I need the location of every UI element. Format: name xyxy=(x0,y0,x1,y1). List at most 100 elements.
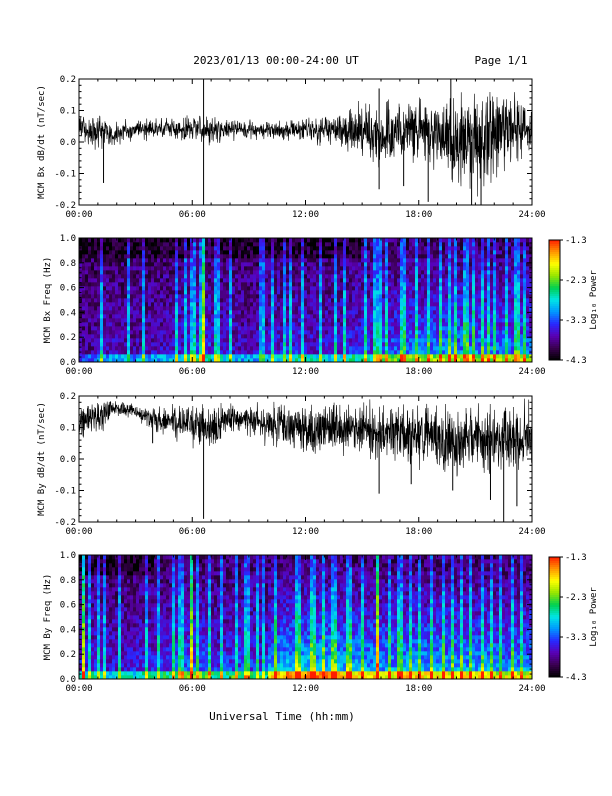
heatmap-cell xyxy=(196,354,199,358)
heatmap-cell xyxy=(319,322,322,326)
heatmap-cell xyxy=(172,318,175,322)
heatmap-cell xyxy=(358,286,361,290)
heatmap-cell xyxy=(379,326,382,330)
heatmap-cell xyxy=(298,354,301,358)
heatmap-cell xyxy=(502,278,505,282)
heatmap-cell xyxy=(226,314,229,318)
heatmap-cell xyxy=(214,318,217,322)
heatmap-cell xyxy=(238,342,241,346)
heatmap-cell xyxy=(439,254,442,258)
heatmap-cell xyxy=(136,242,139,246)
heatmap-cell xyxy=(256,326,259,330)
heatmap-cell xyxy=(457,294,460,298)
heatmap-cell xyxy=(169,254,172,258)
heatmap-cell xyxy=(205,246,208,250)
heatmap-cell xyxy=(268,330,271,334)
heatmap-cell xyxy=(343,254,346,258)
heatmap-cell xyxy=(136,254,139,258)
heatmap-cell xyxy=(106,266,109,270)
heatmap-cell xyxy=(511,350,514,354)
heatmap-cell xyxy=(511,306,514,310)
heatmap-cell xyxy=(457,322,460,326)
heatmap-cell xyxy=(142,330,145,334)
heatmap-cell xyxy=(313,238,316,242)
heatmap-cell xyxy=(328,286,331,290)
heatmap-cell xyxy=(226,250,229,254)
heatmap-cell xyxy=(451,338,454,342)
heatmap-cell xyxy=(97,254,100,258)
heatmap-cell xyxy=(361,342,364,346)
heatmap-cell xyxy=(427,242,430,246)
heatmap-cell xyxy=(463,322,466,326)
heatmap-cell xyxy=(343,250,346,254)
heatmap-cell xyxy=(412,298,415,302)
heatmap-cell xyxy=(229,258,232,262)
heatmap-cell xyxy=(283,266,286,270)
heatmap-cell xyxy=(496,270,499,274)
heatmap-cell xyxy=(445,322,448,326)
heatmap-cell xyxy=(295,270,298,274)
heatmap-cell xyxy=(148,290,151,294)
heatmap-cell xyxy=(451,306,454,310)
heatmap-cell xyxy=(121,254,124,258)
heatmap-cell xyxy=(232,334,235,338)
heatmap-cell xyxy=(316,238,319,242)
heatmap-cell xyxy=(220,346,223,350)
heatmap-cell xyxy=(313,270,316,274)
heatmap-cell xyxy=(298,282,301,286)
heatmap-cell xyxy=(361,306,364,310)
heatmap-cell xyxy=(157,254,160,258)
heatmap-cell xyxy=(436,326,439,330)
heatmap-cell xyxy=(400,338,403,342)
heatmap-cell xyxy=(403,350,406,354)
heatmap-cell xyxy=(343,306,346,310)
heatmap-cell xyxy=(85,278,88,282)
heatmap-cell xyxy=(103,274,106,278)
heatmap-cell xyxy=(370,302,373,306)
heatmap-cell xyxy=(247,302,250,306)
heatmap-cell xyxy=(256,246,259,250)
heatmap-cell xyxy=(463,330,466,334)
heatmap-cell xyxy=(133,334,136,338)
heatmap-cell xyxy=(490,318,493,322)
heatmap-cell xyxy=(247,258,250,262)
heatmap-cell xyxy=(217,294,220,298)
heatmap-cell xyxy=(178,278,181,282)
heatmap-cell xyxy=(262,266,265,270)
heatmap-cell xyxy=(88,306,91,310)
heatmap-cell xyxy=(265,250,268,254)
heatmap-cell xyxy=(469,274,472,278)
heatmap-cell xyxy=(127,294,130,298)
heatmap-cell xyxy=(178,310,181,314)
heatmap-cell xyxy=(298,294,301,298)
heatmap-cell xyxy=(310,274,313,278)
heatmap-cell xyxy=(466,250,469,254)
heatmap-cell xyxy=(499,314,502,318)
heatmap-cell xyxy=(190,342,193,346)
heatmap-cell xyxy=(526,274,529,278)
heatmap-cell xyxy=(370,290,373,294)
heatmap-cell xyxy=(499,290,502,294)
heatmap-cell xyxy=(151,342,154,346)
heatmap-cell xyxy=(112,238,115,242)
heatmap-cell xyxy=(478,346,481,350)
heatmap-cell xyxy=(367,278,370,282)
heatmap-cell xyxy=(151,286,154,290)
heatmap-cell xyxy=(370,330,373,334)
heatmap-cell xyxy=(523,346,526,350)
heatmap-cell xyxy=(292,258,295,262)
heatmap-cell xyxy=(406,270,409,274)
heatmap-cell xyxy=(190,242,193,246)
heatmap-cell xyxy=(187,274,190,278)
heatmap-cell xyxy=(307,266,310,270)
heatmap-cell xyxy=(505,302,508,306)
heatmap-cell xyxy=(409,330,412,334)
heatmap-cell xyxy=(514,286,517,290)
heatmap-cell xyxy=(277,246,280,250)
heatmap-cell xyxy=(115,290,118,294)
heatmap-cell xyxy=(403,258,406,262)
heatmap-cell xyxy=(151,270,154,274)
heatmap-cell xyxy=(508,294,511,298)
heatmap-cell xyxy=(181,278,184,282)
heatmap-cell xyxy=(283,274,286,278)
